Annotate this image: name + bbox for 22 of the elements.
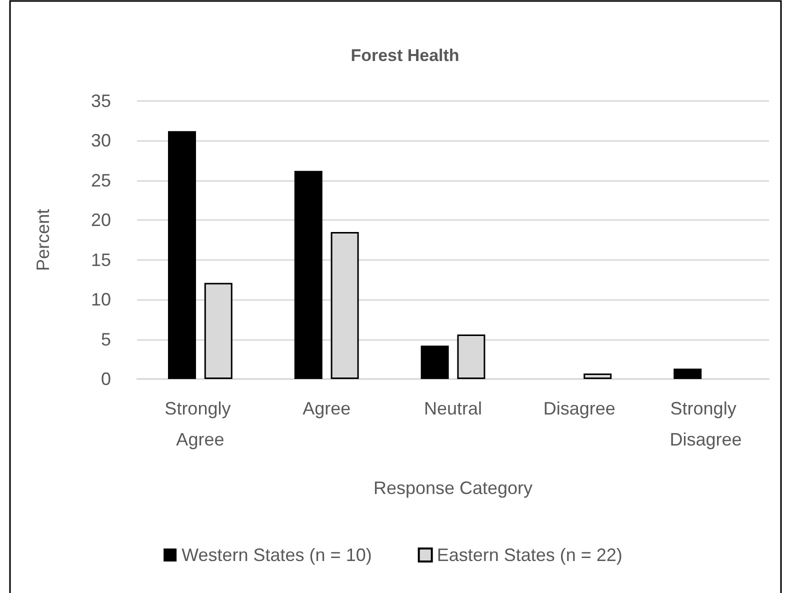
legend-label: Eastern States (n = 22) [436,545,622,565]
x-axis-title: Response Category [373,478,533,498]
bar [294,170,322,379]
y-tick-label: 15 [90,250,111,270]
y-tick-label: 20 [90,210,111,230]
x-tick-label: Agree [302,398,351,418]
chart-title: Forest Health [350,46,460,65]
y-tick-label: 0 [100,369,111,389]
x-tick-label: Strongly Agree [164,398,236,450]
bar [168,131,196,379]
x-tick-label: Strongly Disagree [670,398,742,450]
y-axis-title: Percent [33,208,53,272]
bar [674,368,702,379]
y-tick-label: 30 [90,130,111,151]
x-tick-label: Disagree [543,398,616,418]
bar [420,346,449,379]
legend-label: Western States (n = 10) [182,545,372,565]
y-tick-label: 5 [100,329,111,350]
y-tick-label: 25 [90,170,111,190]
y-tick-label: 35 [90,91,111,111]
x-tick-label: Neutral [424,398,482,418]
y-tick-label: 10 [90,290,111,310]
